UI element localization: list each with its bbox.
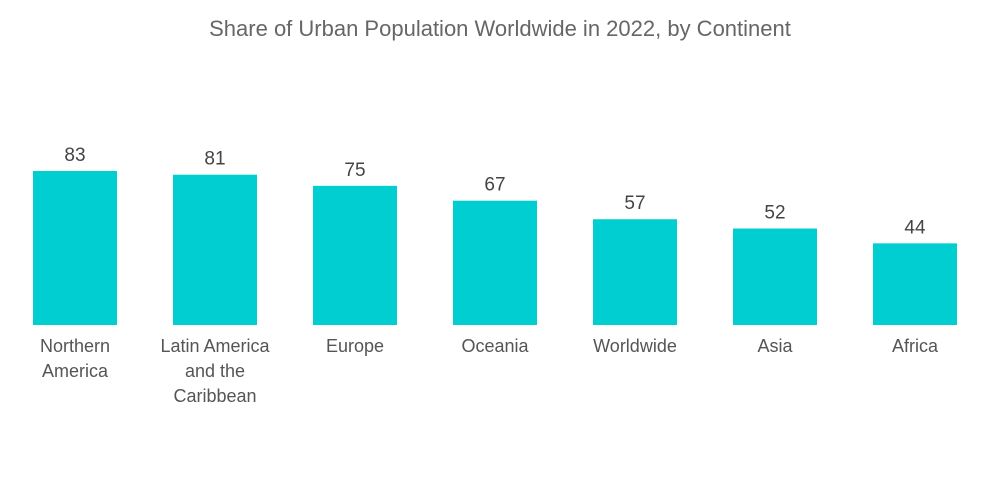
category-tick-label: Worldwide <box>593 336 677 356</box>
category-tick-label: Northern America <box>40 336 110 381</box>
data-label: 67 <box>484 175 505 196</box>
category-tick-label: Africa <box>892 336 939 356</box>
data-label: 75 <box>344 160 365 181</box>
bar-asia <box>733 228 817 325</box>
data-label: 83 <box>64 145 85 166</box>
category-tick-label: Europe <box>326 336 384 356</box>
bar-africa <box>873 243 957 325</box>
bar-oceania <box>453 200 537 325</box>
category-tick-label: Latin America and the Caribbean <box>160 336 270 406</box>
data-label: 57 <box>624 193 645 214</box>
data-label: 44 <box>904 217 926 238</box>
bar-latin-america-and-the-caribbean <box>173 174 257 325</box>
category-tick-label: Asia <box>757 336 793 356</box>
data-label: 52 <box>764 203 785 224</box>
data-label: 81 <box>204 149 225 170</box>
bar-northern-america <box>33 171 117 325</box>
chart-title: Share of Urban Population Worldwide in 2… <box>209 16 791 41</box>
bar-europe <box>313 185 397 325</box>
category-tick-label: Oceania <box>461 336 529 356</box>
bar-worldwide <box>593 219 677 325</box>
